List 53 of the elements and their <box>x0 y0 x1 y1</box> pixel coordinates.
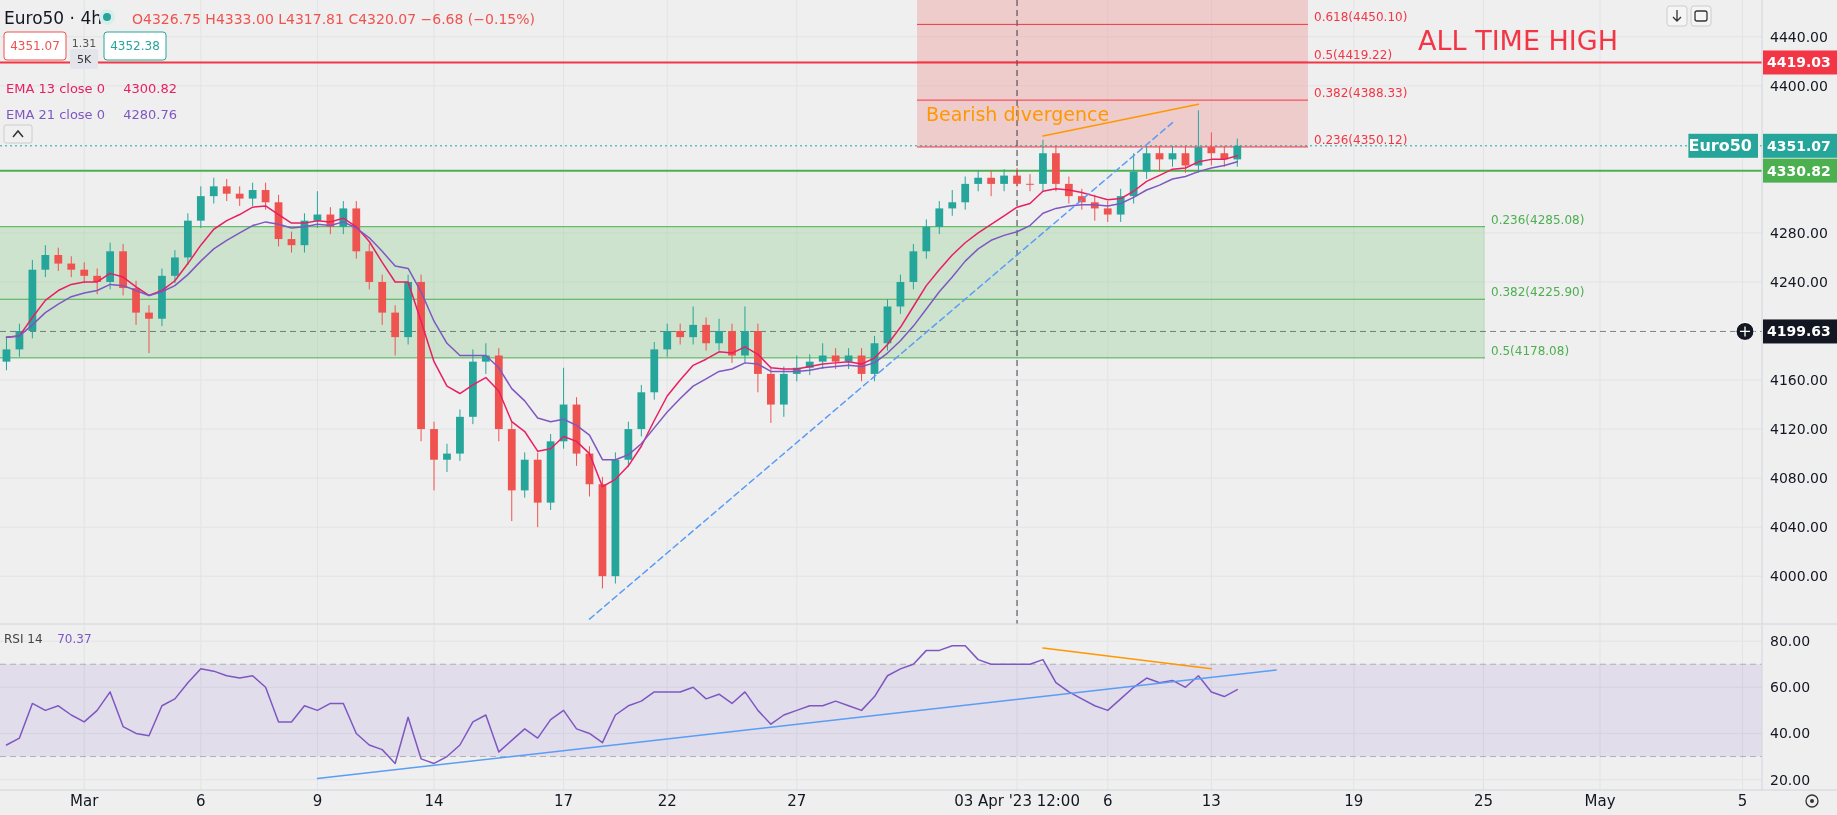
ref-line-label: ALL TIME HIGH <box>1418 25 1619 57</box>
text: 4419.03 <box>1767 54 1831 71</box>
x-tick-label: May <box>1584 792 1616 811</box>
ref-line-label: 0.5(4178.08) <box>1491 343 1570 358</box>
x-tick-label: 25 <box>1473 792 1493 811</box>
x-tick-label: 27 <box>787 792 807 811</box>
ref-line-label: Euro50 <box>1688 136 1752 156</box>
ref-line-label: 0.618(4450.10) <box>1314 10 1408 25</box>
annotation: 1.31 <box>71 36 97 50</box>
x-tick-label: 6 <box>196 792 206 811</box>
x-tick-label: 14 <box>424 792 444 811</box>
text: EMA 13 close 0 <box>6 80 106 96</box>
annotation: 4352.38 <box>110 39 160 54</box>
annotation: 4300.82 <box>123 80 177 96</box>
text: 4351.07 <box>1767 137 1831 154</box>
text: Euro50 · 4h <box>4 8 102 28</box>
x-tick-label: 22 <box>657 792 677 811</box>
x-tick-label: 17 <box>554 792 574 811</box>
text: EMA 21 close 0 <box>6 106 106 122</box>
ref-line-label: 0.382(4388.33) <box>1314 86 1408 101</box>
annotation: 4280.76 <box>123 106 177 122</box>
annotation: Bearish divergence <box>926 103 1110 125</box>
annotation: 5K <box>76 52 92 66</box>
x-tick-label: 6 <box>1102 792 1113 811</box>
y-tick-label: 60.00 <box>1770 679 1811 696</box>
x-tick-label: 19 <box>1344 792 1364 811</box>
ref-line-label: 0.5(4419.22) <box>1314 48 1393 63</box>
y-tick-label: 40.00 <box>1770 725 1811 742</box>
ref-line-label: 0.382(4225.90) <box>1491 285 1585 300</box>
y-tick-label: 4040.00 <box>1770 519 1828 536</box>
text: 4330.82 <box>1767 162 1831 179</box>
y-tick-label: 4120.00 <box>1770 420 1828 437</box>
y-tick-label: 4400.00 <box>1770 77 1828 94</box>
y-tick-label: 20.00 <box>1770 771 1811 788</box>
y-tick-label: 4000.00 <box>1770 568 1828 585</box>
x-tick-label: 9 <box>312 792 323 811</box>
x-tick-label: 13 <box>1201 792 1221 811</box>
text: RSI 14 <box>4 632 43 646</box>
y-tick-label: 4160.00 <box>1770 371 1828 388</box>
x-tick-label: Mar <box>70 792 100 811</box>
y-tick-label: 4280.00 <box>1770 224 1828 241</box>
text: 4199.63 <box>1767 323 1831 340</box>
annotation: 70.37 <box>57 632 92 646</box>
y-tick-label: 4440.00 <box>1770 28 1828 45</box>
ref-line-label: 0.236(4350.12) <box>1314 132 1408 147</box>
y-tick-label: 4240.00 <box>1770 273 1828 290</box>
y-tick-label: 4080.00 <box>1770 470 1828 487</box>
x-tick-label: 5 <box>1737 792 1748 811</box>
annotation: 4351.07 <box>10 39 60 54</box>
y-tick-label: 80.00 <box>1770 633 1811 650</box>
ref-line-label: 0.236(4285.08) <box>1491 212 1585 227</box>
annotation: O4326.75 H4333.00 L4317.81 C4320.07 −6.68 (−0.15%) <box>132 11 535 27</box>
x-tick-label: 03 Apr '23 12:00 <box>954 792 1080 811</box>
